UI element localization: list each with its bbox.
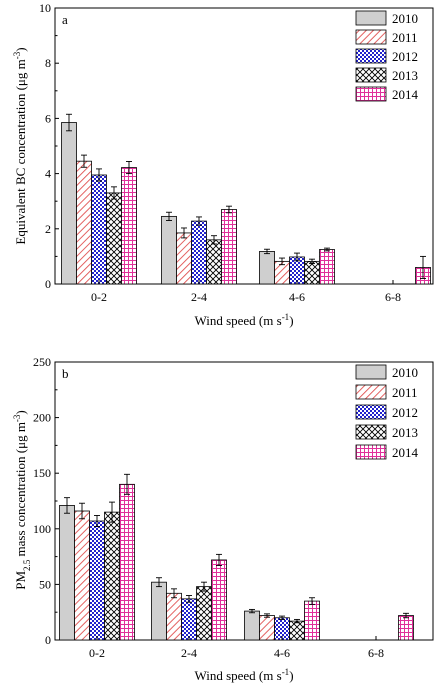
bar-2014-0-2 — [119, 483, 135, 641]
legend-label-2014: 2014 — [392, 445, 419, 460]
bar-2014-4-6 — [319, 249, 335, 285]
x-axis-title: Wind speed (m s-1) — [194, 312, 293, 328]
x-axis-title: Wind speed (m s-1) — [194, 667, 293, 683]
bar-2014-6-8 — [398, 615, 414, 641]
legend-label-2013: 2013 — [392, 68, 418, 83]
x-tick-label: 0-2 — [89, 646, 105, 660]
bar-2013-2-4 — [206, 239, 222, 285]
legend-swatch-2011 — [355, 384, 387, 400]
bar-2012-2-4 — [181, 598, 197, 641]
bar-2013-2-4 — [196, 586, 212, 641]
bar-2014-2-4 — [211, 559, 227, 641]
y-tick-label: 8 — [45, 56, 51, 70]
legend-label-2010: 2010 — [392, 365, 418, 380]
legend-label-2012: 2012 — [392, 49, 418, 64]
legend-swatch-2010 — [355, 364, 387, 380]
bar-2014-4-6 — [304, 600, 320, 641]
bar-2011-0-2 — [76, 160, 92, 285]
bar-2010-0-2 — [61, 122, 77, 285]
legend-label-2011: 2011 — [392, 30, 418, 45]
y-tick-label: 4 — [45, 167, 51, 181]
y-axis-title: PM2.5 mass concentration (μg m-3) — [12, 410, 32, 590]
x-tick-label: 4-6 — [289, 290, 305, 304]
x-tick-label: 2-4 — [191, 290, 207, 304]
chart-panel-a: a 0 2 4 6 8 10 0-2 2-4 4-6 6-8 2010 2011 2012 2013 2… — [12, 1, 434, 328]
y-tick-label: 50 — [39, 577, 51, 591]
legend-label-2014: 2014 — [392, 87, 419, 102]
bar-2011-0-2 — [74, 510, 90, 641]
y-axis-title: Equivalent BC concentration (μg m-3) — [12, 47, 28, 244]
bar-2012-0-2 — [89, 520, 105, 641]
x-tick-label: 6-8 — [385, 290, 401, 304]
bar-2013-0-2 — [106, 192, 122, 285]
y-tick-label: 0 — [45, 633, 51, 647]
y-tick-label: 6 — [45, 111, 51, 125]
legend-label-2010: 2010 — [392, 11, 418, 26]
bar-2013-4-6 — [289, 620, 305, 641]
bar-2010-2-4 — [161, 215, 177, 285]
panel-label: a — [62, 12, 68, 27]
bar-2012-0-2 — [91, 174, 107, 285]
x-tick-label: 0-2 — [91, 290, 107, 304]
y-tick-label: 100 — [33, 522, 51, 536]
bar-2010-2-4 — [151, 581, 167, 641]
y-tick-label: 0 — [45, 277, 51, 291]
legend-swatch-2011 — [355, 29, 387, 45]
x-tick-label: 6-8 — [368, 646, 384, 660]
bar-2011-2-4 — [166, 592, 182, 641]
bar-2011-4-6 — [259, 615, 275, 641]
legend-swatch-2012 — [355, 48, 387, 64]
bar-2013-0-2 — [104, 511, 120, 641]
legend-swatch-2013 — [355, 67, 387, 83]
bar-2011-2-4 — [176, 232, 192, 285]
legend-swatch-2014 — [355, 86, 387, 102]
legend-label-2011: 2011 — [392, 385, 418, 400]
x-tick-label: 4-6 — [274, 646, 290, 660]
bar-2010-4-6 — [259, 251, 275, 285]
bar-2014-0-2 — [121, 167, 137, 285]
bar-2010-0-2 — [59, 505, 75, 641]
y-tick-label: 250 — [33, 355, 51, 369]
legend-swatch-2013 — [355, 424, 387, 440]
chart-panel-b: b 0 50 100 150 200 250 0-2 2-4 4-6 6-8 2010 2011 2… — [12, 355, 434, 683]
x-tick-label: 2-4 — [181, 646, 197, 660]
bar-2012-2-4 — [191, 220, 207, 285]
y-tick-label: 150 — [33, 466, 51, 480]
legend-swatch-2010 — [355, 10, 387, 26]
legend-swatch-2014 — [355, 444, 387, 460]
bar-2010-4-6 — [244, 610, 260, 641]
y-tick-label: 10 — [39, 1, 51, 15]
y-tick-label: 200 — [33, 411, 51, 425]
y-tick-label: 2 — [45, 222, 51, 236]
panel-label: b — [62, 366, 69, 381]
legend-swatch-2012 — [355, 404, 387, 420]
bar-2014-2-4 — [221, 209, 237, 285]
legend-label-2013: 2013 — [392, 425, 418, 440]
legend-label-2012: 2012 — [392, 405, 418, 420]
bar-2013-4-6 — [304, 260, 320, 285]
